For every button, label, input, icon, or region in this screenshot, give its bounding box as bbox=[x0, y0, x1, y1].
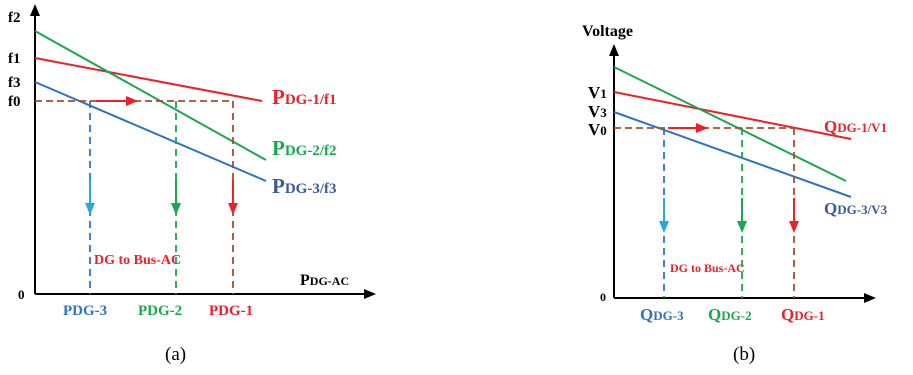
panel-a-tick-f2: f2 bbox=[8, 10, 21, 26]
panel-a-line-dg3 bbox=[34, 81, 267, 182]
panel-a: f2 f1 f3 f0 0 PDG-1/f1 PDG-2/f2 bbox=[8, 4, 376, 365]
panel-b-y-axis-arrow-icon bbox=[609, 44, 619, 56]
panel-b: Voltage V1 V3 V0 0 bbox=[582, 23, 888, 365]
panel-b-ref-arrow-head-icon bbox=[696, 123, 708, 133]
panel-b-down-arrow-dg2-head-icon bbox=[737, 221, 747, 233]
panel-b-caption: (b) bbox=[733, 344, 755, 365]
panel-b-tick-v1: V1 bbox=[588, 83, 607, 102]
panel-a-down-arrow-dg1-head-icon bbox=[228, 203, 238, 215]
panel-a-down-arrow-dg2-head-icon bbox=[171, 203, 181, 215]
panel-b-xtick-dg3: QDG-3 bbox=[640, 305, 684, 324]
panel-b-tick-v0: V0 bbox=[588, 120, 607, 139]
panel-a-line-dg1 bbox=[34, 57, 263, 102]
panel-a-down-arrow-dg3-head-icon bbox=[85, 203, 95, 215]
panel-a-label-dg3: PDG-3/f3 bbox=[272, 174, 337, 198]
panel-b-label-dg3: QDG-3/V3 bbox=[824, 199, 888, 218]
panel-a-label-dg2: PDG-2/f2 bbox=[272, 136, 337, 160]
panel-b-down-arrow-dg3-head-icon bbox=[659, 221, 669, 233]
panel-b-line-dg2 bbox=[613, 66, 847, 182]
panel-a-x-axis-label: PDG-AC bbox=[300, 272, 349, 289]
panel-b-x-axis-arrow-icon bbox=[864, 293, 876, 303]
panel-b-xtick-dg2: QDG-2 bbox=[708, 305, 752, 324]
panel-a-line-dg2 bbox=[34, 30, 267, 161]
panel-b-xtick-dg1: QDG-1 bbox=[781, 305, 825, 324]
panel-b-annotation: DG to Bus-AC bbox=[670, 261, 745, 275]
panel-b-label-dg1: QDG-1/V1 bbox=[824, 117, 887, 136]
panel-a-xtick-dg2: PDG-2 bbox=[138, 303, 182, 319]
panel-a-xtick-dg1: PDG-1 bbox=[209, 303, 253, 319]
panel-a-ref-arrow-head-icon bbox=[126, 96, 138, 106]
panel-a-tick-f0: f0 bbox=[8, 94, 21, 110]
panel-b-line-dg3 bbox=[613, 111, 852, 198]
panel-a-caption: (a) bbox=[165, 344, 186, 365]
panel-a-y-axis-arrow-icon bbox=[30, 4, 40, 16]
panel-a-tick-f1: f1 bbox=[8, 51, 21, 67]
panel-a-tick-f3: f3 bbox=[8, 75, 21, 91]
panel-a-label-dg1: PDG-1/f1 bbox=[272, 85, 337, 109]
panel-b-line-dg1 bbox=[613, 91, 852, 140]
panel-b-tick-v3: V3 bbox=[588, 102, 607, 121]
panel-b-down-arrow-dg1-head-icon bbox=[789, 221, 799, 233]
panel-a-xtick-dg3: PDG-3 bbox=[63, 303, 107, 319]
panel-b-y-axis-label: Voltage bbox=[582, 23, 633, 40]
panel-a-tick-zero: 0 bbox=[18, 287, 25, 302]
panel-b-tick-zero: 0 bbox=[600, 290, 606, 304]
panel-a-annotation: DG to Bus-AC bbox=[94, 253, 181, 268]
panel-a-x-axis-arrow-icon bbox=[364, 289, 376, 299]
